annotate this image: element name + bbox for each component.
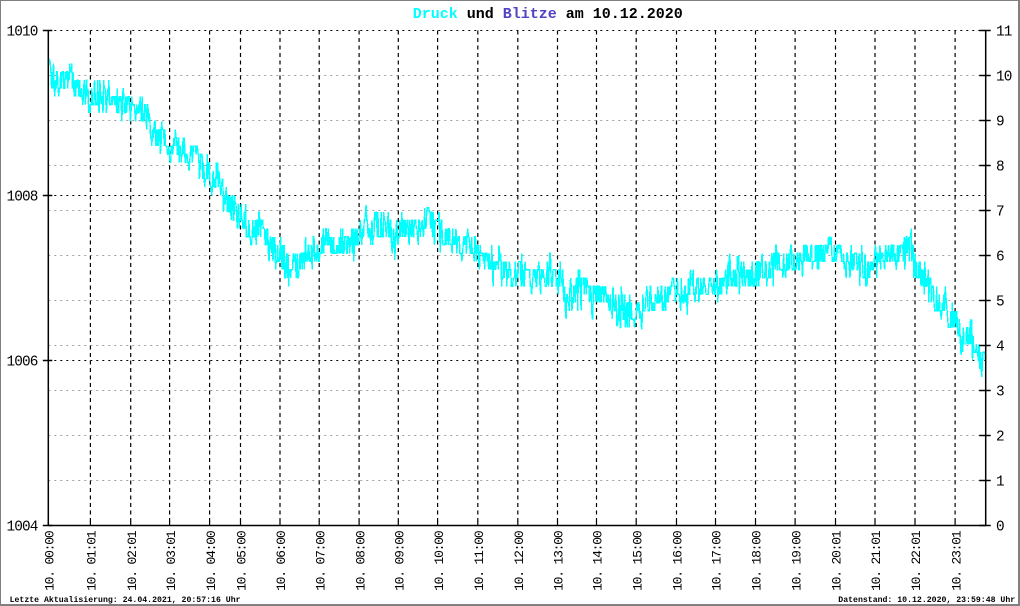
svg-text:5: 5 bbox=[996, 295, 1004, 311]
svg-text:1010: 1010 bbox=[6, 25, 37, 41]
svg-text:1: 1 bbox=[996, 475, 1004, 491]
svg-text:Letzte Aktualisierung: 24.04.2: Letzte Aktualisierung: 24.04.2021, 20:57… bbox=[10, 595, 241, 605]
svg-text:10. 09:00: 10. 09:00 bbox=[393, 531, 408, 591]
svg-text:10. 17:00: 10. 17:00 bbox=[710, 531, 725, 591]
svg-text:10. 15:00: 10. 15:00 bbox=[630, 531, 645, 591]
svg-text:10. 12:00: 10. 12:00 bbox=[512, 531, 527, 591]
svg-text:7: 7 bbox=[996, 205, 1004, 221]
svg-text:10. 19:00: 10. 19:00 bbox=[789, 531, 804, 591]
svg-text:1004: 1004 bbox=[6, 520, 37, 536]
svg-text:10. 21:01: 10. 21:01 bbox=[869, 530, 884, 591]
svg-text:10. 05:00: 10. 05:00 bbox=[235, 531, 250, 591]
svg-text:10. 02:01: 10. 02:01 bbox=[125, 530, 140, 591]
svg-text:10. 16:00: 10. 16:00 bbox=[671, 531, 686, 591]
svg-text:6: 6 bbox=[996, 250, 1004, 266]
svg-text:1006: 1006 bbox=[6, 355, 37, 371]
svg-text:9: 9 bbox=[996, 115, 1004, 131]
svg-text:10. 01:01: 10. 01:01 bbox=[85, 530, 100, 591]
svg-text:3: 3 bbox=[996, 385, 1004, 401]
svg-text:10: 10 bbox=[996, 70, 1012, 86]
svg-text:10. 00:00: 10. 00:00 bbox=[43, 531, 58, 591]
svg-text:0: 0 bbox=[996, 520, 1004, 536]
svg-text:10. 13:00: 10. 13:00 bbox=[552, 531, 567, 591]
svg-text:10. 06:00: 10. 06:00 bbox=[274, 531, 289, 591]
svg-text:10. 04:00: 10. 04:00 bbox=[204, 531, 219, 591]
svg-text:10. 22:01: 10. 22:01 bbox=[909, 530, 924, 591]
svg-text:2: 2 bbox=[996, 430, 1004, 446]
svg-text:4: 4 bbox=[996, 340, 1004, 356]
svg-text:10. 07:00: 10. 07:00 bbox=[313, 531, 328, 591]
svg-text:10. 03:01: 10. 03:01 bbox=[164, 530, 179, 591]
svg-text:1008: 1008 bbox=[6, 190, 37, 206]
svg-text:11: 11 bbox=[996, 25, 1012, 41]
svg-text:8: 8 bbox=[996, 160, 1004, 176]
svg-text:10. 11:00: 10. 11:00 bbox=[472, 531, 487, 591]
svg-text:10. 08:00: 10. 08:00 bbox=[353, 531, 368, 591]
svg-text:10. 18:00: 10. 18:00 bbox=[750, 531, 765, 591]
svg-text:Datenstand: 10.12.2020, 23:59:: Datenstand: 10.12.2020, 23:59:48 Uhr bbox=[838, 595, 1015, 605]
svg-text:10. 23:01: 10. 23:01 bbox=[949, 530, 964, 591]
svg-text:10. 14:00: 10. 14:00 bbox=[591, 531, 606, 591]
svg-text:10. 20:01: 10. 20:01 bbox=[830, 530, 845, 591]
svg-text:10. 10:00: 10. 10:00 bbox=[432, 531, 447, 591]
svg-text:Druck und Blitze am 10.12.2020: Druck und Blitze am 10.12.2020 bbox=[413, 6, 683, 23]
